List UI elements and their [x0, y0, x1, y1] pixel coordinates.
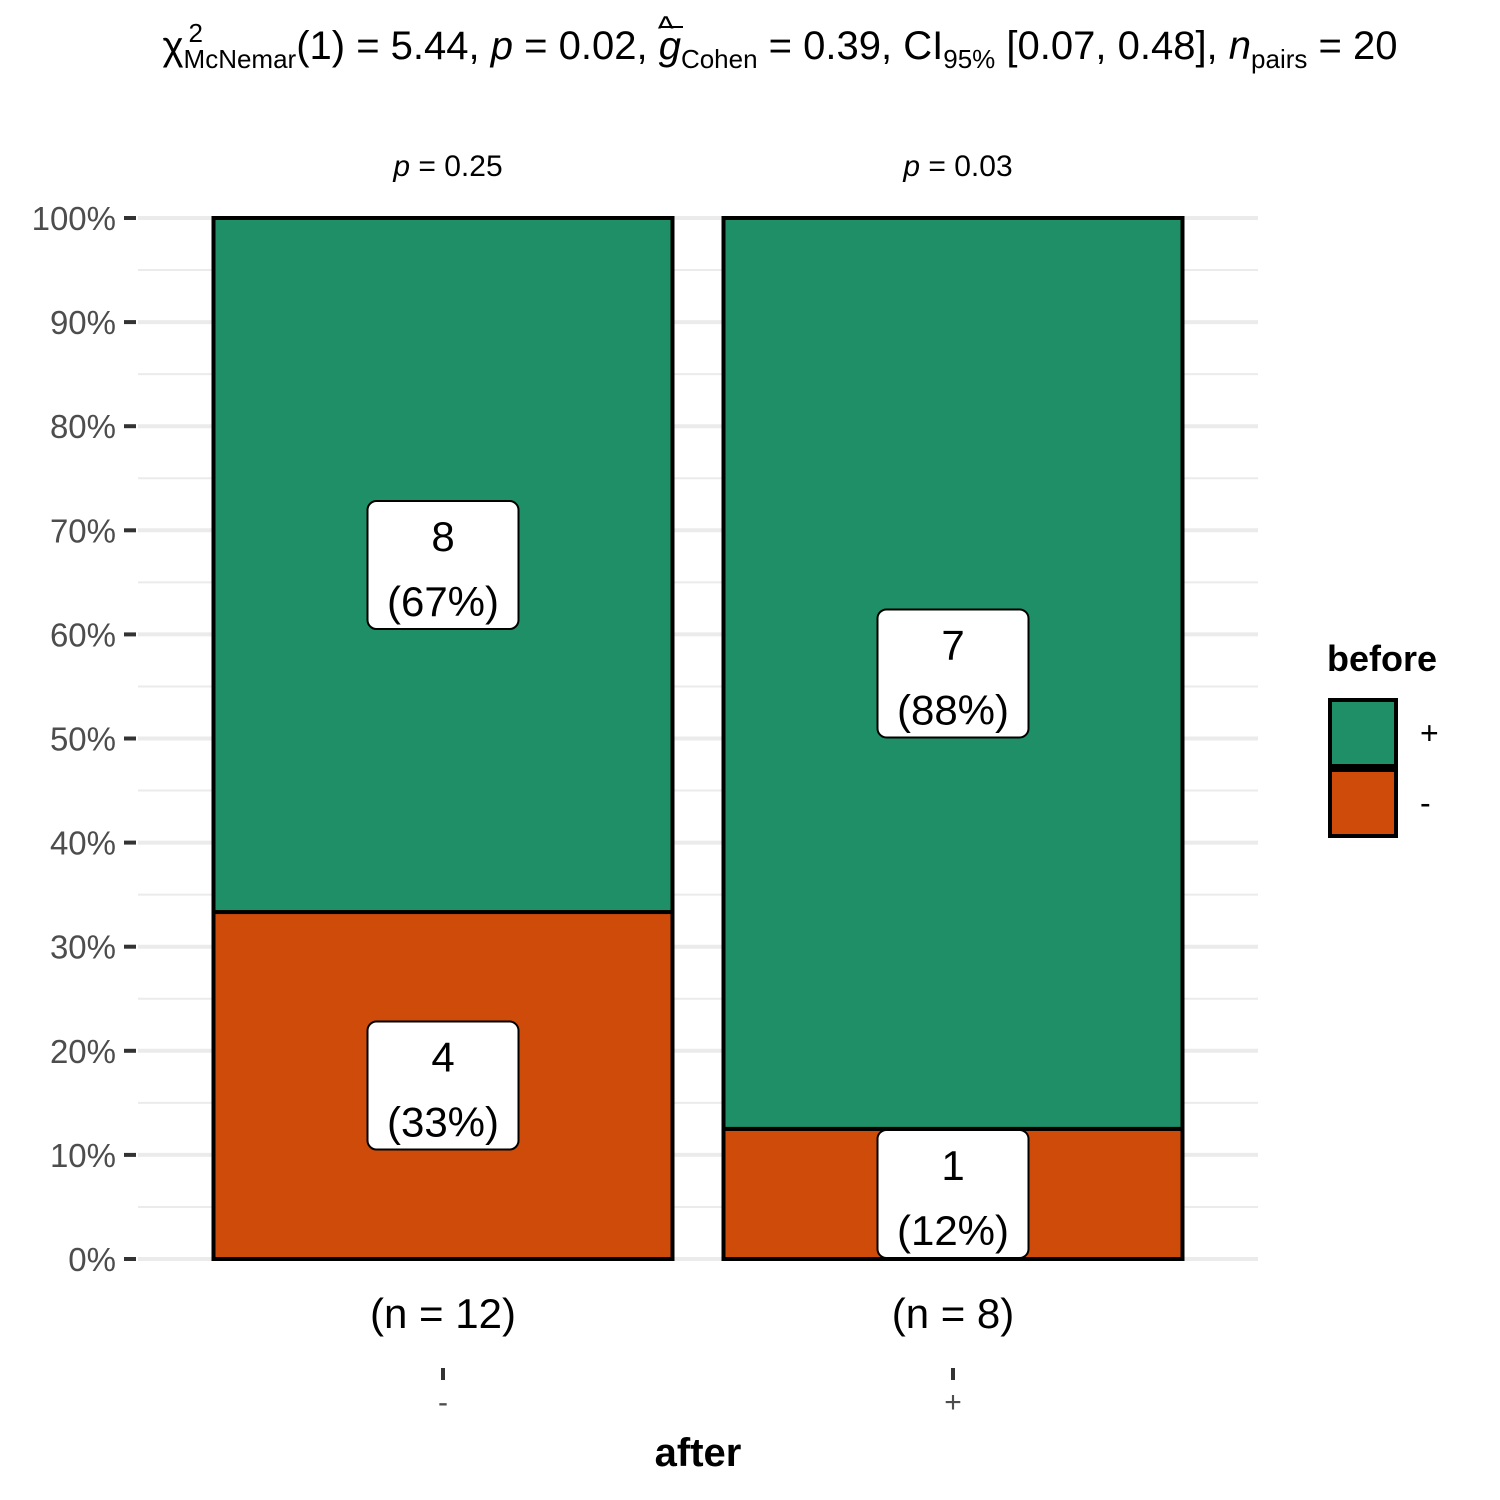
- y-tick-label: 80%: [50, 408, 116, 445]
- y-tick-label: 90%: [50, 304, 116, 341]
- data-label-percent: (67%): [387, 578, 499, 625]
- legend-swatch: [1328, 768, 1398, 838]
- data-label-percent: (88%): [897, 686, 1009, 733]
- y-tick-label: 100%: [32, 200, 116, 237]
- data-label-box: [876, 608, 1030, 739]
- x-tick-label: +: [944, 1386, 962, 1419]
- data-label-count: 4: [431, 1034, 454, 1081]
- x-tick-label: -: [438, 1386, 448, 1419]
- y-tick-label: 70%: [50, 512, 116, 549]
- legend-title: before: [1327, 638, 1437, 679]
- n-subscript: pairs: [1251, 44, 1308, 74]
- g-value: = 0.39, CI: [757, 24, 944, 68]
- p-value: = 0.02,: [513, 24, 659, 68]
- p-label: p: [490, 24, 514, 68]
- data-label-count: 8: [431, 513, 454, 560]
- data-label-box: [366, 500, 520, 631]
- top-p-label: p = 0.25: [392, 150, 502, 183]
- data-label-count: 1: [941, 1142, 964, 1189]
- top-p-label: p = 0.03: [902, 150, 1012, 183]
- y-tick-label: 10%: [50, 1137, 116, 1174]
- stat-value: (1) = 5.44,: [296, 24, 491, 68]
- n-value: = 20: [1307, 24, 1398, 68]
- data-label-percent: (33%): [387, 1099, 499, 1146]
- x-axis-title: after: [655, 1431, 742, 1475]
- y-tick-label: 20%: [50, 1033, 116, 1070]
- legend-swatch: [1328, 698, 1398, 768]
- data-label-count: 7: [941, 621, 964, 668]
- data-label-percent: (12%): [897, 1207, 1009, 1254]
- y-tick-label: 0%: [68, 1241, 116, 1278]
- category-count-label: (n = 12): [370, 1290, 516, 1337]
- ci-value: [0.07, 0.48],: [995, 24, 1229, 68]
- y-tick-label: 50%: [50, 721, 116, 758]
- data-label-box: [876, 1128, 1030, 1259]
- legend-label: +: [1420, 715, 1439, 751]
- n-label: n: [1228, 24, 1252, 68]
- g-subscript: Cohen: [680, 44, 758, 74]
- data-label-box: [366, 1020, 520, 1151]
- legend-label: -: [1420, 785, 1431, 821]
- g-label: ^ g: [657, 10, 683, 68]
- chi-subscript: McNemar: [183, 44, 297, 74]
- chart-subtitle: χ 2 McNemar(1) = 5.44, p = 0.02, ^ gCohen =…: [0, 10, 1500, 75]
- category-count-label: (n = 8): [892, 1290, 1015, 1337]
- y-tick-label: 30%: [50, 929, 116, 966]
- y-tick-label: 60%: [50, 616, 116, 653]
- y-tick-label: 40%: [50, 825, 116, 862]
- ci-subscript: 95%: [943, 44, 996, 74]
